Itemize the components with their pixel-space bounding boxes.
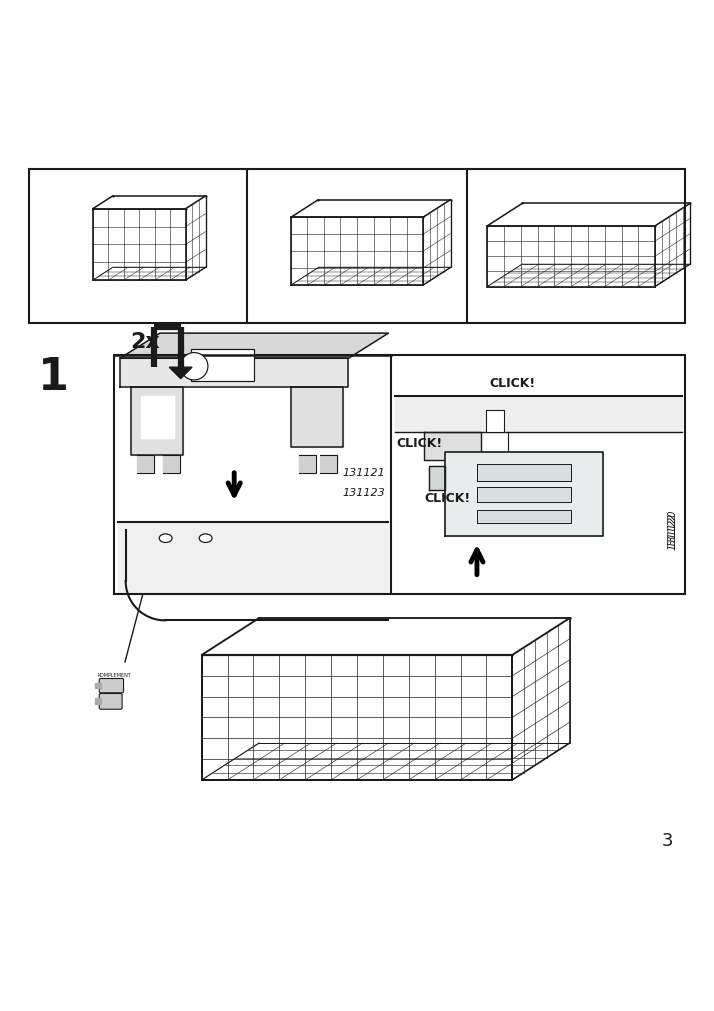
Text: 131120: 131120 [668, 509, 678, 546]
Text: 3: 3 [662, 831, 673, 849]
Polygon shape [445, 453, 603, 536]
Polygon shape [486, 410, 504, 432]
Ellipse shape [159, 535, 172, 543]
Polygon shape [291, 387, 343, 448]
Polygon shape [137, 456, 154, 473]
Polygon shape [118, 523, 388, 594]
Polygon shape [291, 218, 423, 286]
Polygon shape [477, 487, 571, 502]
Text: 131121: 131121 [343, 468, 386, 478]
Polygon shape [488, 265, 690, 287]
Polygon shape [299, 456, 316, 473]
Polygon shape [395, 396, 682, 432]
Text: 131123: 131123 [343, 488, 386, 498]
Text: CLICK!: CLICK! [489, 376, 536, 389]
FancyBboxPatch shape [99, 678, 124, 694]
Polygon shape [201, 743, 570, 780]
Text: 2x: 2x [130, 332, 160, 352]
Text: KOMPLEMENT: KOMPLEMENT [97, 672, 131, 677]
Polygon shape [141, 396, 174, 439]
FancyBboxPatch shape [99, 694, 122, 710]
Bar [114, 356, 685, 594]
Polygon shape [120, 334, 388, 359]
Text: 131122: 131122 [668, 513, 678, 550]
Polygon shape [93, 209, 186, 281]
Text: CLICK!: CLICK! [425, 492, 471, 504]
Polygon shape [95, 683, 101, 688]
Polygon shape [488, 226, 655, 287]
Text: CLICK!: CLICK! [396, 436, 443, 449]
Bar [191, 350, 254, 382]
Polygon shape [477, 465, 571, 482]
Polygon shape [164, 456, 181, 473]
Ellipse shape [199, 535, 212, 543]
Polygon shape [169, 368, 192, 379]
Polygon shape [477, 511, 571, 524]
Polygon shape [131, 387, 183, 456]
Bar [29, 170, 685, 324]
Polygon shape [120, 359, 348, 387]
Polygon shape [429, 467, 445, 490]
Polygon shape [423, 200, 451, 286]
Polygon shape [513, 619, 570, 780]
Polygon shape [655, 204, 690, 287]
Circle shape [181, 353, 208, 380]
Polygon shape [186, 197, 206, 281]
Polygon shape [93, 268, 206, 281]
Polygon shape [320, 456, 337, 473]
Polygon shape [291, 268, 451, 286]
Polygon shape [95, 699, 101, 705]
Polygon shape [423, 432, 481, 461]
Polygon shape [201, 655, 513, 780]
Text: 1: 1 [38, 356, 69, 398]
